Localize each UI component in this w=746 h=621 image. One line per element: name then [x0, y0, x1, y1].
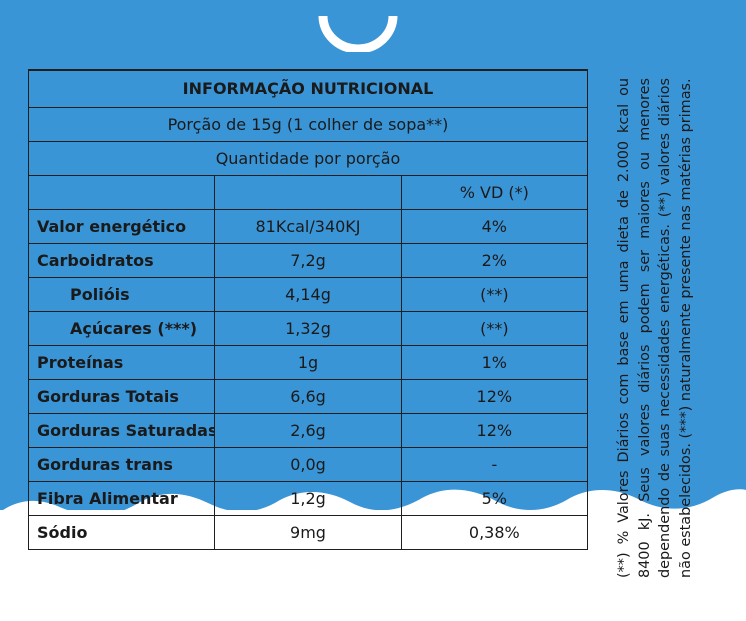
table-row: Fibra Alimentar 1,2g 5%: [27, 480, 589, 516]
nutrient-quantity: 1g: [214, 344, 402, 380]
footnote-text: (**) % Valores Diários com base em uma d…: [616, 78, 694, 578]
nutrient-name: Valor energético: [27, 208, 216, 244]
logo-arc-shape: [318, 15, 398, 52]
header-empty-qty: [214, 174, 402, 210]
vd-header: % VD (*): [400, 174, 589, 210]
nutrient-name: Sódio: [27, 514, 216, 550]
quantity-header: Quantidade por porção: [28, 140, 588, 176]
nutrient-quantity: 6,6g: [214, 378, 402, 414]
nutrient-vd: (**): [400, 276, 589, 312]
nutrient-quantity: 4,14g: [214, 276, 402, 312]
nutrient-name: Polióis: [27, 276, 216, 312]
table-row: Carboidratos 7,2g 2%: [27, 242, 589, 278]
table-title-row: INFORMAÇÃO NUTRICIONAL: [28, 69, 588, 108]
nutrient-vd: 12%: [400, 412, 589, 448]
logo-mark-arc: [318, 15, 398, 52]
table-row: Gorduras Totais 6,6g 12%: [27, 378, 589, 414]
nutrition-table: INFORMAÇÃO NUTRICIONAL Porção de 15g (1 …: [27, 69, 589, 550]
nutrient-quantity: 1,32g: [214, 310, 402, 346]
nutrient-vd: (**): [400, 310, 589, 346]
nutrient-quantity: 2,6g: [214, 412, 402, 448]
nutrient-name: Proteínas: [27, 344, 216, 380]
table-row: Proteínas 1g 1%: [27, 344, 589, 380]
nutrient-vd: 1%: [400, 344, 589, 380]
nutrient-name: Gorduras trans: [27, 446, 216, 482]
nutrient-vd: 4%: [400, 208, 589, 244]
table-row: Gorduras trans 0,0g -: [27, 446, 589, 482]
column-header-row: % VD (*): [27, 174, 589, 210]
nutrient-quantity: 1,2g: [214, 480, 402, 516]
nutrient-name: Gorduras Saturadas: [27, 412, 216, 448]
table-row: Gorduras Saturadas 2,6g 12%: [27, 412, 589, 448]
table-row: Polióis 4,14g (**): [27, 276, 589, 312]
nutrient-name: Açúcares (***): [27, 310, 216, 346]
nutrient-quantity: 0,0g: [214, 446, 402, 482]
nutrient-vd: -: [400, 446, 589, 482]
nutrient-name: Gorduras Totais: [27, 378, 216, 414]
quantity-header-row: Quantidade por porção: [28, 140, 588, 176]
nutrient-name: Carboidratos: [27, 242, 216, 278]
nutrient-quantity: 81Kcal/340KJ: [214, 208, 402, 244]
nutrient-vd: 12%: [400, 378, 589, 414]
table-row: Açúcares (***) 1,32g (**): [27, 310, 589, 346]
nutrient-name: Fibra Alimentar: [27, 480, 216, 516]
portion-text: Porção de 15g (1 colher de sopa**): [28, 106, 588, 142]
nutrient-quantity: 7,2g: [214, 242, 402, 278]
table-row: Sódio 9mg 0,38%: [27, 514, 589, 550]
nutrient-vd: 0,38%: [400, 514, 589, 550]
nutrient-vd: 2%: [400, 242, 589, 278]
table-row: Valor energético 81Kcal/340KJ 4%: [27, 208, 589, 244]
header-empty-name: [27, 174, 216, 210]
portion-row: Porção de 15g (1 colher de sopa**): [28, 106, 588, 142]
table-title: INFORMAÇÃO NUTRICIONAL: [28, 69, 588, 108]
nutrient-quantity: 9mg: [214, 514, 402, 550]
nutrient-vd: 5%: [400, 480, 589, 516]
